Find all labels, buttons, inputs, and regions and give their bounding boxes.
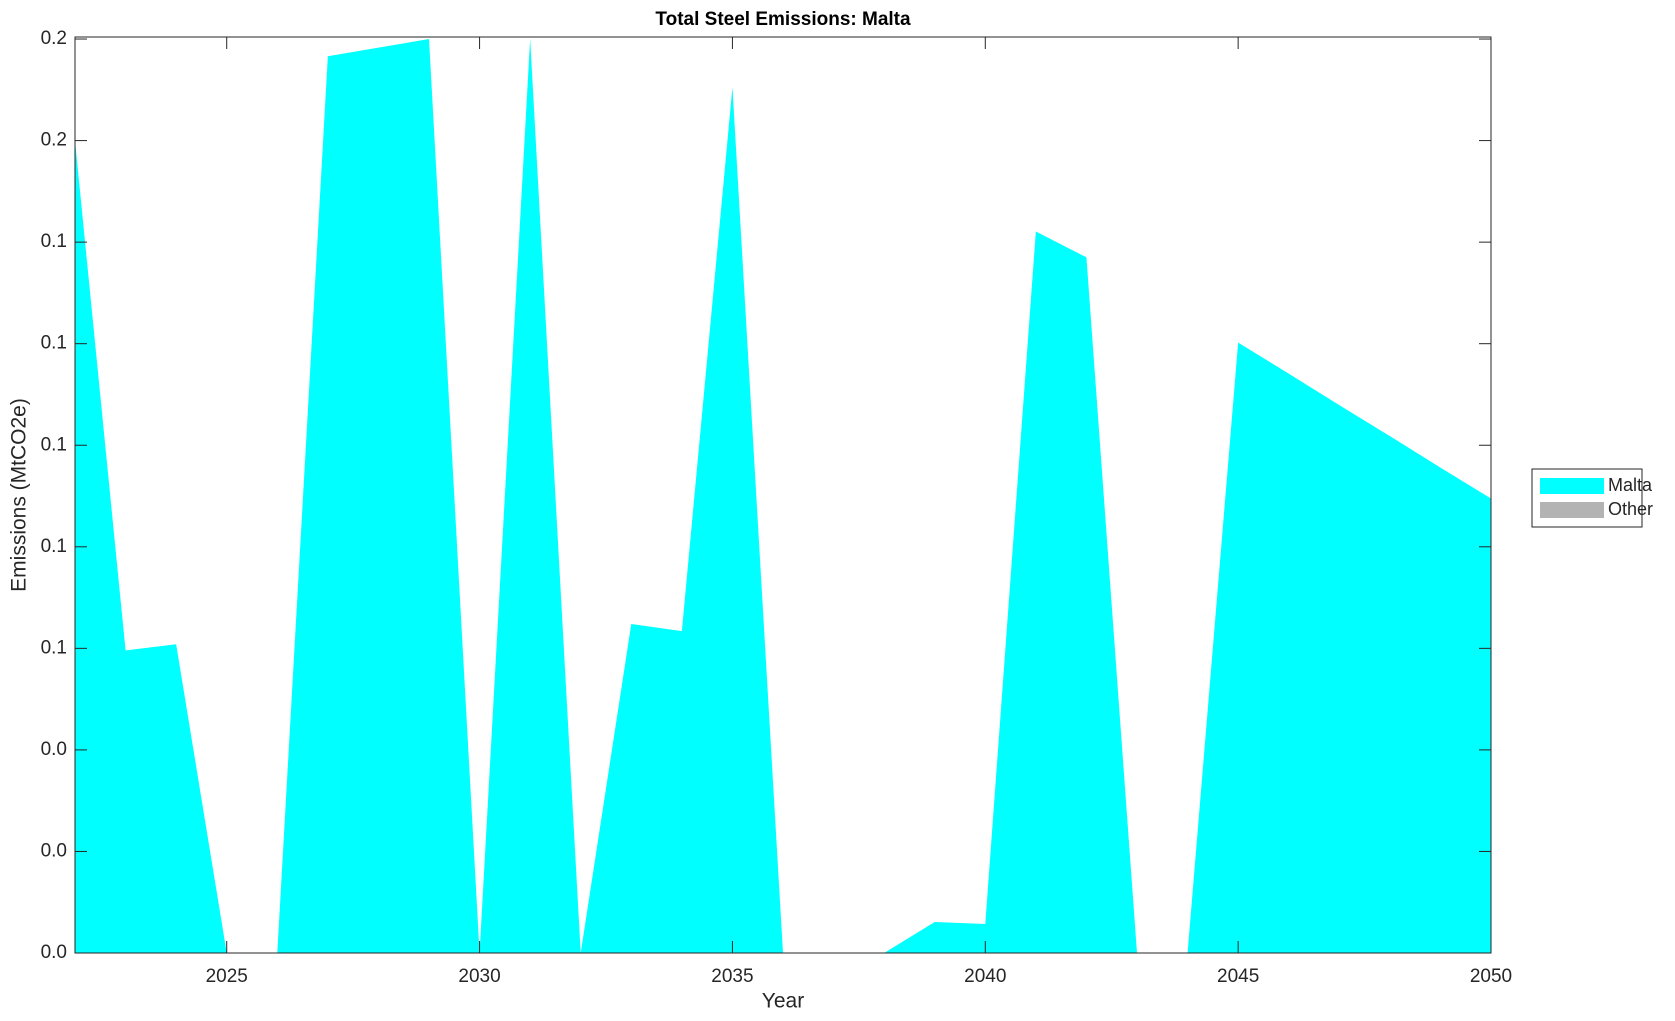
x-tick-label: 2025 bbox=[206, 966, 248, 987]
legend-label: Other bbox=[1608, 499, 1653, 519]
y-tick-label: 0.1 bbox=[41, 333, 67, 354]
y-tick-label: 0.1 bbox=[41, 231, 67, 252]
y-tick-label: 0.0 bbox=[41, 942, 67, 963]
y-tick-label: 0.0 bbox=[41, 739, 67, 760]
y-tick-label: 0.0 bbox=[41, 840, 67, 861]
x-axis-label: Year bbox=[762, 990, 804, 1013]
chart-title: Total Steel Emissions: Malta bbox=[655, 9, 911, 30]
legend-swatch bbox=[1540, 478, 1604, 494]
legend-swatch bbox=[1540, 502, 1604, 518]
legend-label: Malta bbox=[1608, 475, 1653, 495]
y-tick-label: 0.1 bbox=[41, 536, 67, 557]
y-tick-label: 0.1 bbox=[41, 637, 67, 658]
x-tick-label: 2030 bbox=[458, 966, 500, 987]
y-axis-label: Emissions (MtCO2e) bbox=[8, 398, 31, 592]
y-tick-label: 0.2 bbox=[41, 28, 67, 49]
x-tick-label: 2035 bbox=[711, 966, 753, 987]
plot-frame bbox=[74, 36, 1492, 954]
y-tick-label: 0.1 bbox=[41, 434, 67, 455]
x-tick-label: 2045 bbox=[1217, 966, 1259, 987]
x-tick-label: 2050 bbox=[1470, 966, 1512, 987]
y-tick-label: 0.2 bbox=[41, 130, 67, 151]
area bbox=[75, 39, 1491, 953]
x-tick-label: 2040 bbox=[964, 966, 1006, 987]
